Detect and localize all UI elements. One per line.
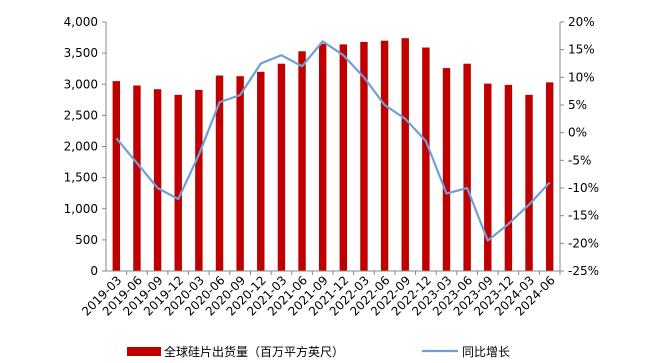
right-tick-label: 10%: [568, 70, 595, 84]
left-tick-label: 1,500: [64, 171, 98, 185]
bar-2022-06: [380, 40, 389, 271]
bar-2023-12: [504, 84, 513, 271]
left-tick-label: 1,000: [64, 202, 98, 216]
bar-2020-03: [195, 89, 203, 271]
bar-2019-09: [153, 89, 162, 271]
bar-2023-03: [442, 68, 451, 271]
bar-2023-06: [463, 63, 471, 271]
growth-line: [115, 40, 551, 242]
legend: 全球硅片出货量（百万平方英尺） 同比增长: [127, 344, 510, 359]
bar-2019-12: [174, 94, 182, 272]
left-tick-label: 500: [75, 233, 98, 247]
bar-series: [112, 38, 554, 272]
bar-2020-09: [236, 76, 244, 271]
right-axis-ticks: -25% -20% -15% -10% -5% 0% 5% 10% 15% 20%: [560, 15, 599, 278]
legend-label-line: 同比增长: [462, 345, 510, 359]
legend-swatch-bar: [127, 347, 161, 356]
left-tick-label: 2,000: [64, 140, 98, 154]
x-axis-ticks: 2019-032019-062019-092019-122020-032020-…: [79, 271, 561, 319]
right-tick-label: -5%: [568, 153, 591, 167]
bar-2022-12: [422, 47, 430, 272]
right-tick-label: -15%: [568, 209, 599, 223]
bar-2021-12: [339, 44, 348, 271]
right-tick-label: -25%: [568, 264, 599, 278]
bar-2019-03: [112, 81, 121, 271]
left-tick-label: 0: [90, 264, 98, 278]
right-tick-label: 5%: [568, 98, 587, 112]
left-axis-ticks: 0 500 1,000 1,500 2,000 2,500 3,000 3,500 4,000: [64, 15, 106, 278]
left-tick-label: 2,500: [64, 108, 98, 122]
right-tick-label: 0%: [568, 126, 587, 140]
left-tick-label: 4,000: [64, 15, 98, 29]
bar-2021-03: [277, 63, 286, 271]
right-tick-label: 15%: [568, 43, 595, 57]
bar-2024-03: [525, 94, 533, 272]
bar-2024-06: [545, 82, 554, 271]
bar-2020-12: [257, 71, 265, 271]
bar-2021-06: [298, 51, 306, 271]
axes: [105, 22, 561, 272]
left-tick-label: 3,500: [64, 46, 98, 60]
right-tick-label: 20%: [568, 15, 595, 29]
bar-2020-06: [215, 75, 224, 271]
legend-label-bar: 全球硅片出货量（百万平方英尺）: [164, 344, 344, 359]
bar-2022-03: [360, 41, 368, 271]
right-tick-label: -10%: [568, 181, 599, 195]
right-tick-label: -20%: [568, 236, 599, 250]
bar-2021-09: [318, 43, 327, 271]
bar-2023-09: [484, 83, 492, 271]
bar-2019-06: [133, 85, 141, 272]
line-series: [115, 40, 551, 242]
left-tick-label: 3,000: [64, 77, 98, 91]
bar-2022-09: [401, 38, 409, 272]
